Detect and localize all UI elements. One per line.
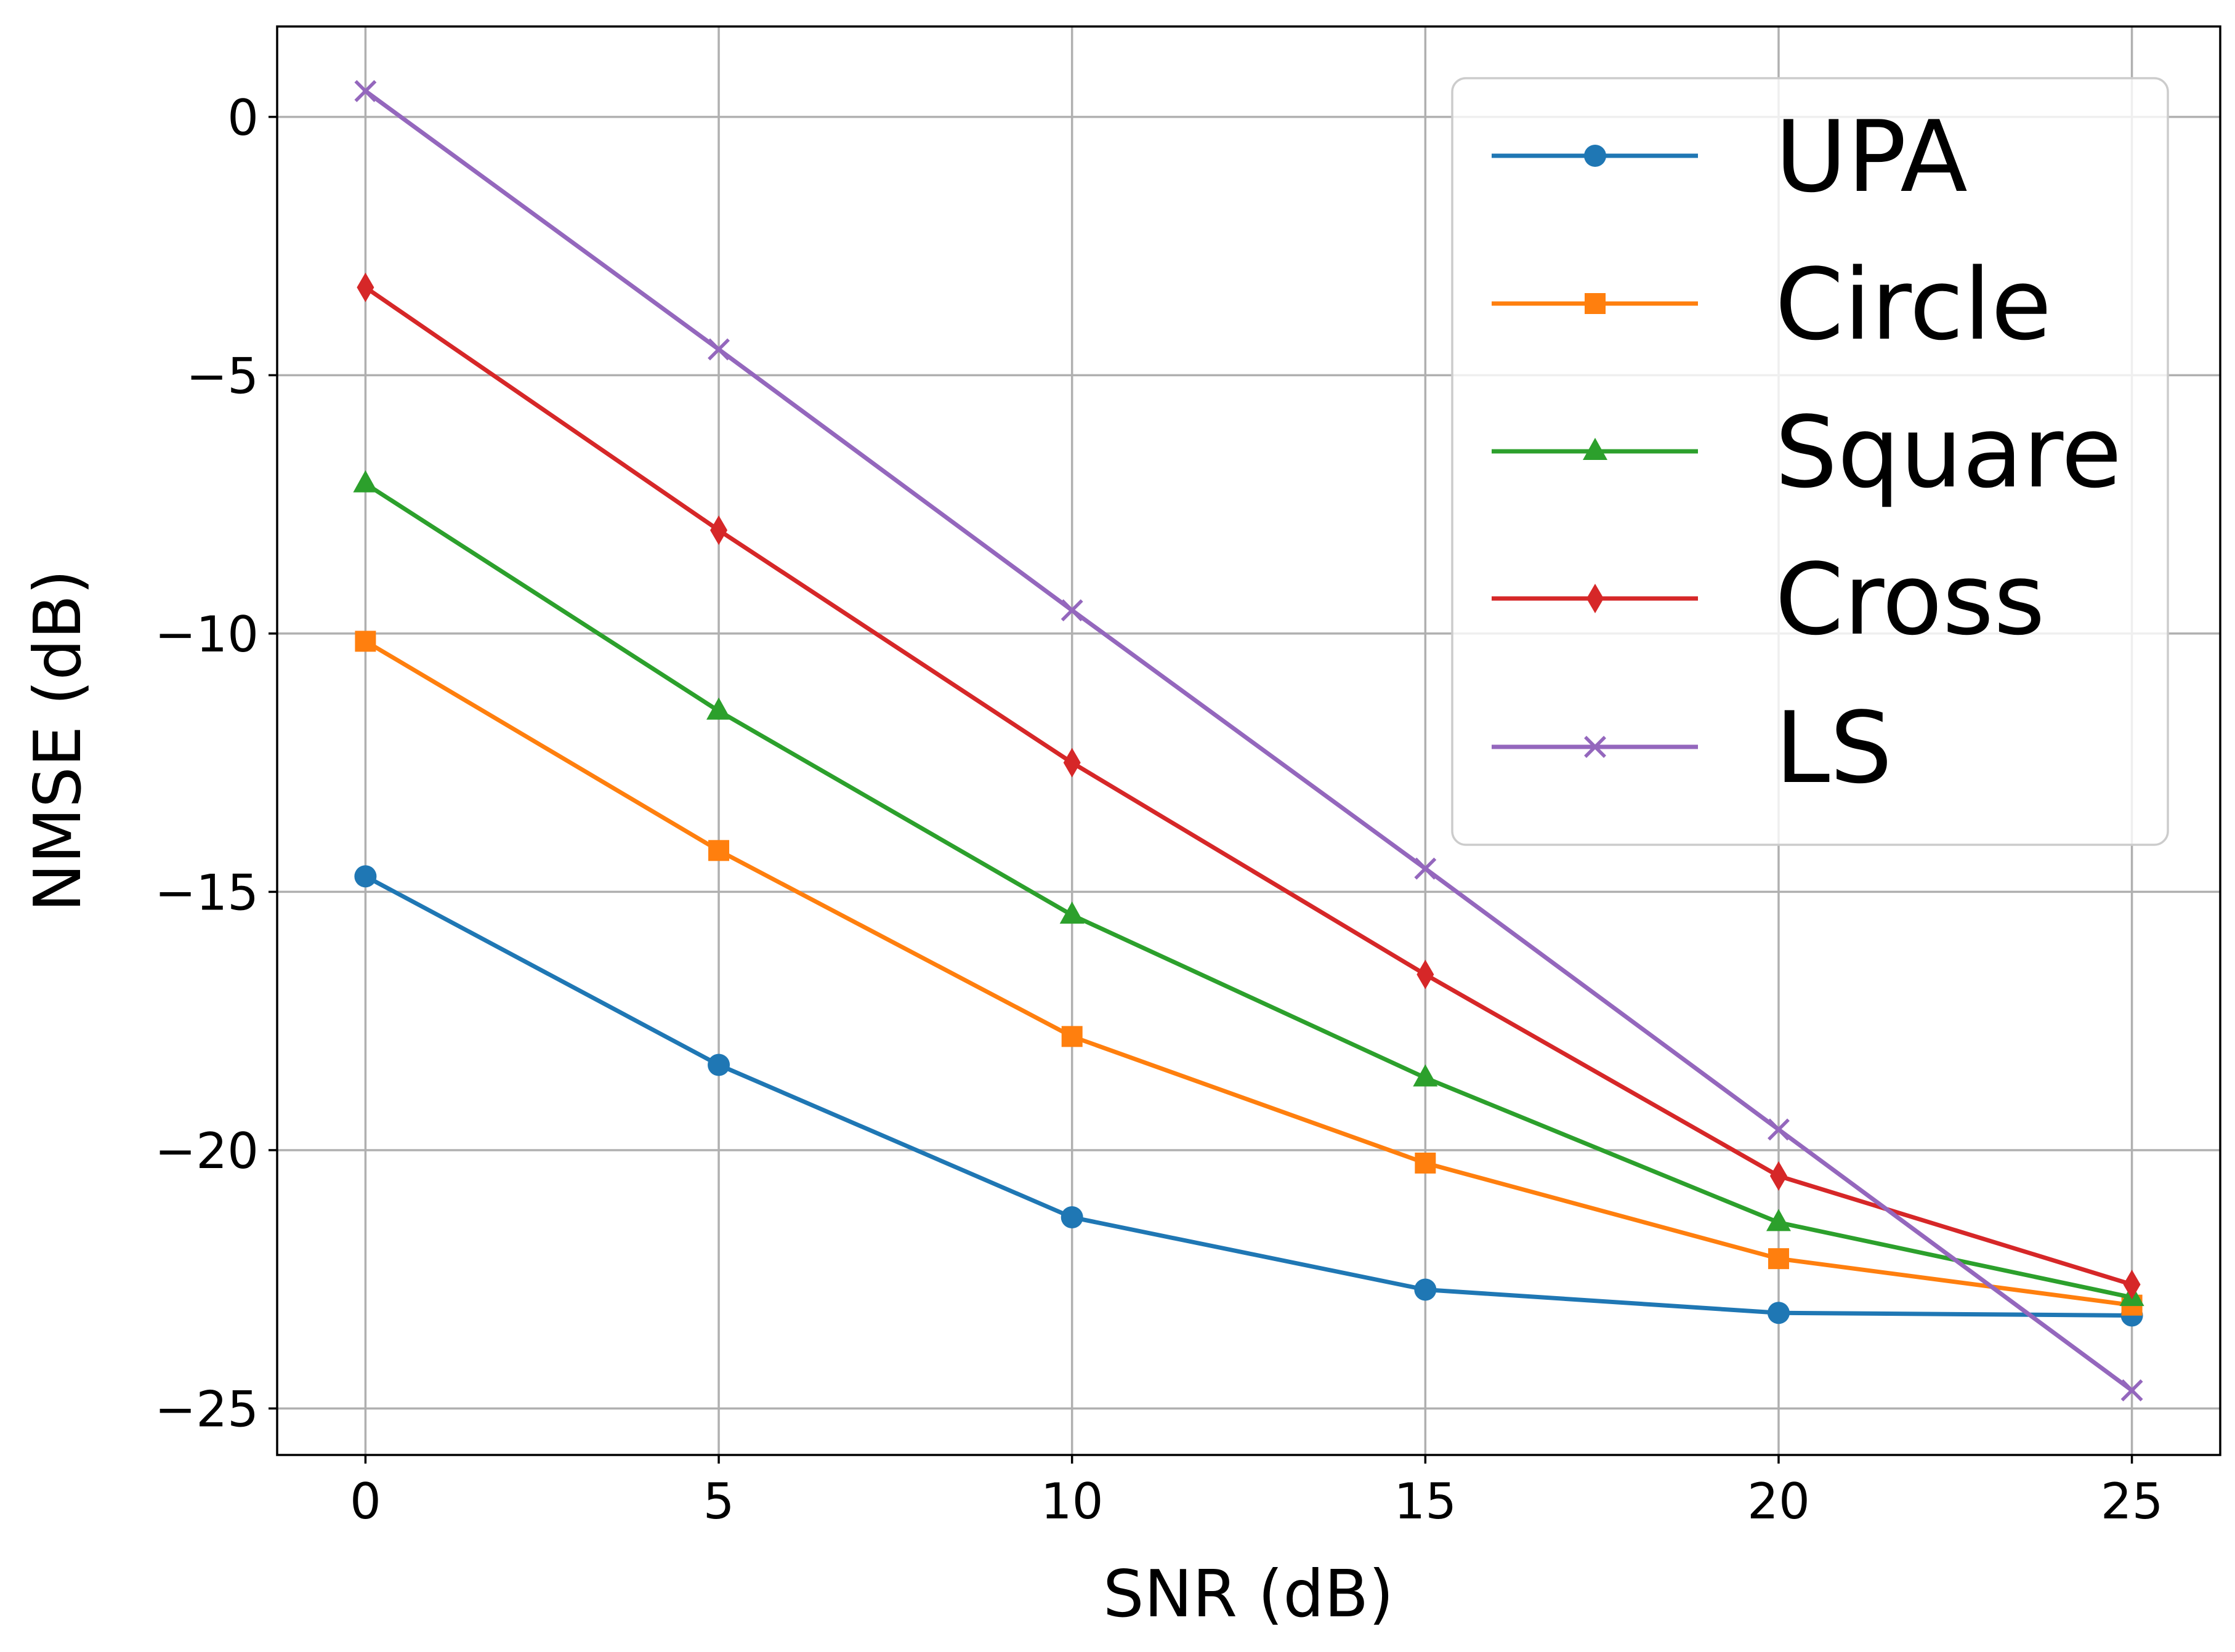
data-point-ls [2120, 1379, 2143, 1402]
series-square [353, 470, 2144, 1307]
legend-label-ls: LS [1775, 690, 1893, 805]
series-layer [353, 79, 2144, 1402]
series-upa [354, 865, 2143, 1327]
series-line-upa [362, 873, 2135, 1318]
x-tick-label: 5 [703, 1473, 735, 1530]
data-point-ls [1414, 857, 1437, 880]
data-point-square [706, 697, 732, 720]
data-point-cross [2123, 1270, 2141, 1300]
data-point-circle [1768, 1248, 1789, 1270]
y-axis-label: NMSE (dB) [20, 570, 95, 912]
data-point-circle [1415, 1152, 1436, 1174]
x-tick-label: 15 [1394, 1473, 1457, 1530]
data-point-upa [1061, 1206, 1083, 1229]
data-point-square [353, 470, 378, 493]
x-tick-label: 0 [350, 1473, 381, 1530]
x-axis-label: SNR (dB) [1103, 1557, 1394, 1632]
series-ls [354, 79, 2143, 1402]
data-point-upa [708, 1054, 730, 1076]
plot-frame [276, 25, 2221, 1456]
series-line-ls [362, 87, 2135, 1394]
series-line-cross [362, 284, 2135, 1287]
data-point-circle [355, 631, 376, 652]
legend-label-circle: Circle [1775, 247, 2051, 362]
data-point-ls [354, 79, 377, 102]
data-point-cross [1417, 959, 1434, 989]
legend-marker-cross [1586, 584, 1604, 613]
legend-label-square: Square [1775, 395, 2122, 510]
data-point-upa [354, 865, 377, 888]
legend-label-upa: UPA [1775, 99, 1968, 214]
x-tick-label: 10 [1041, 1473, 1104, 1530]
x-tick-label: 25 [2101, 1473, 2164, 1530]
series-line-square [362, 480, 2135, 1300]
data-point-cross [710, 515, 728, 546]
data-point-cross [1769, 1161, 1787, 1191]
legend-marker-ls [1584, 736, 1606, 758]
y-tick-label: −25 [155, 1380, 259, 1438]
data-point-upa [1767, 1302, 1790, 1324]
data-point-ls [1768, 1118, 1790, 1141]
data-point-circle [1061, 1026, 1083, 1047]
data-point-cross [357, 272, 374, 302]
legend-label-cross: Cross [1775, 542, 2045, 657]
y-tick-label: 0 [227, 89, 259, 147]
data-point-square [1766, 1209, 1791, 1231]
y-tick-label: −15 [155, 864, 259, 921]
data-point-square [1413, 1064, 1438, 1087]
legend-marker-upa [1584, 145, 1606, 167]
x-tick-label: 20 [1747, 1473, 1810, 1530]
legend-box [1451, 77, 2169, 846]
series-line-circle [362, 638, 2135, 1308]
data-point-cross [1063, 747, 1081, 778]
legend-marker-square [1583, 438, 1607, 460]
y-tick-label: −20 [155, 1122, 259, 1180]
data-point-ls [1061, 599, 1083, 622]
series-cross [357, 272, 2141, 1300]
ticks: 0 5 10 15 20 25 0 −5 −10 −15 −20 −25 [155, 89, 2163, 1530]
y-tick-label: −10 [155, 606, 259, 663]
series-circle [355, 631, 2143, 1316]
legend: UPA Circle Square Cross LS [1451, 77, 2169, 846]
data-point-ls [708, 338, 730, 361]
legend-marker-circle [1585, 293, 1606, 314]
data-point-square [1059, 901, 1085, 924]
y-tick-label: −5 [186, 347, 259, 405]
data-point-circle [708, 840, 730, 861]
data-point-upa [1414, 1278, 1437, 1301]
